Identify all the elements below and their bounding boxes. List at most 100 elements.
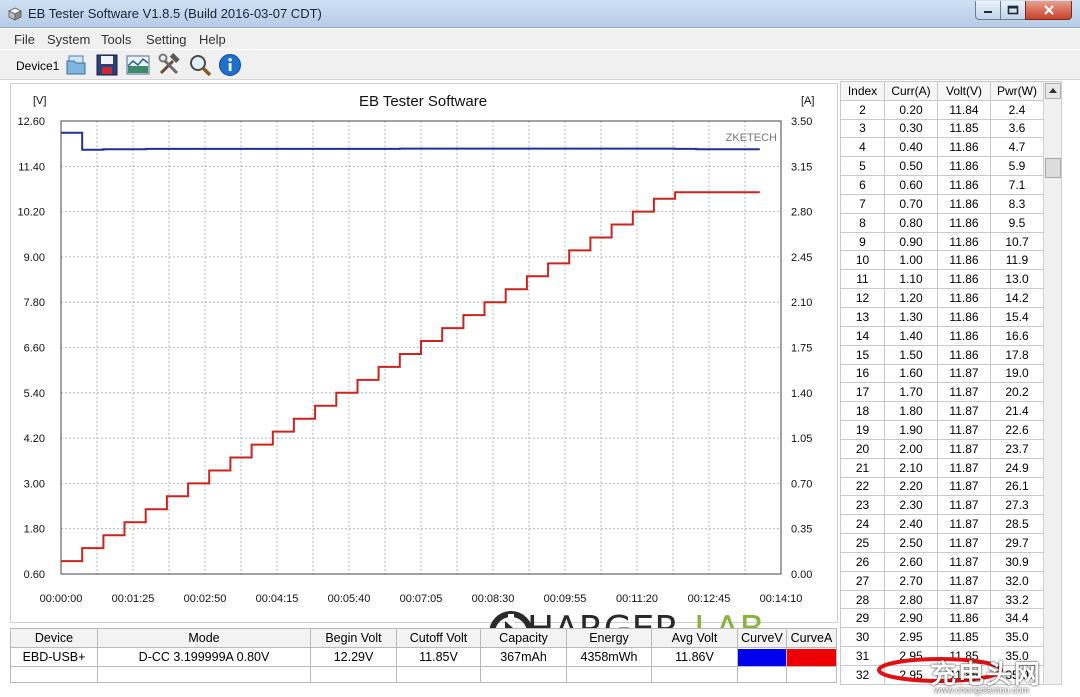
scroll-thumb[interactable] xyxy=(1045,158,1061,178)
curve-v-color-swatch[interactable] xyxy=(737,647,787,667)
table-row[interactable]: 21 2.10 11.87 24.9 xyxy=(840,457,1044,478)
cell-index: 6 xyxy=(840,175,885,195)
x-tick-label: 00:07:05 xyxy=(400,593,443,605)
table-row[interactable]: 20 2.00 11.87 23.7 xyxy=(840,438,1044,459)
open-folder-icon[interactable] xyxy=(64,53,88,77)
menu-tools[interactable]: Tools xyxy=(101,32,132,47)
title-bar[interactable]: EB Tester Software V1.8.5 (Build 2016-03… xyxy=(0,0,1080,28)
y-left-tick-label: 4.20 xyxy=(24,433,45,445)
cell-current: 1.20 xyxy=(884,288,938,308)
chart-image-icon[interactable] xyxy=(126,53,150,77)
save-disk-icon[interactable] xyxy=(95,53,119,77)
cell-index: 11 xyxy=(840,269,885,290)
table-scrollbar[interactable] xyxy=(1043,81,1062,685)
cell-index: 19 xyxy=(840,420,885,440)
menu-setting[interactable]: Setting xyxy=(146,32,187,47)
app-icon xyxy=(8,7,22,21)
table-row[interactable]: 17 1.70 11.87 20.2 xyxy=(840,382,1044,403)
cell-current: 1.80 xyxy=(884,401,938,422)
cell-current: 0.40 xyxy=(884,137,938,158)
table-row[interactable]: 16 1.60 11.87 19.0 xyxy=(840,363,1044,384)
table-row[interactable]: 11 1.10 11.86 13.0 xyxy=(840,269,1044,290)
table-row[interactable]: 10 1.00 11.86 11.9 xyxy=(840,250,1044,271)
summary-header-begin-volt: Begin Volt xyxy=(310,628,397,648)
table-row[interactable]: 9 0.90 11.86 10.7 xyxy=(840,231,1044,252)
table-row[interactable]: 3 0.30 11.85 3.6 xyxy=(840,118,1044,139)
menu-file[interactable]: File xyxy=(14,32,35,47)
table-row[interactable]: 23 2.30 11.87 27.3 xyxy=(840,495,1044,516)
cell-power: 34.4 xyxy=(990,608,1044,629)
column-header-voltage[interactable]: Volt(V) xyxy=(937,81,991,101)
cell-power: 11.9 xyxy=(990,250,1044,271)
table-row[interactable]: 26 2.60 11.87 30.9 xyxy=(840,551,1044,572)
x-tick-label: 00:04:15 xyxy=(256,593,299,605)
summary-device: EBD-USB+ xyxy=(10,647,98,667)
table-row[interactable]: 18 1.80 11.87 21.4 xyxy=(840,401,1044,422)
cell-power: 32.0 xyxy=(990,570,1044,591)
cell-index: 25 xyxy=(840,533,885,553)
series-line-curvev xyxy=(61,131,760,151)
cell-voltage: 11.86 xyxy=(937,344,991,365)
table-row[interactable]: 25 2.50 11.87 29.7 xyxy=(840,533,1044,553)
cell-index: 14 xyxy=(840,325,885,346)
table-row[interactable]: 29 2.90 11.86 34.4 xyxy=(840,608,1044,629)
y-right-tick-label: 0.35 xyxy=(791,524,812,536)
column-header-power[interactable]: Pwr(W) xyxy=(990,81,1044,101)
plot-frame xyxy=(60,120,782,575)
table-row[interactable]: 13 1.30 11.86 15.4 xyxy=(840,306,1044,327)
cell-index: 21 xyxy=(840,457,885,478)
table-row[interactable]: 8 0.80 11.86 9.5 xyxy=(840,212,1044,233)
table-row[interactable]: 4 0.40 11.86 4.7 xyxy=(840,137,1044,158)
cell-index: 22 xyxy=(840,476,885,497)
table-row[interactable]: 19 1.90 11.87 22.6 xyxy=(840,420,1044,440)
menu-system[interactable]: System xyxy=(47,32,91,47)
summary-table: Device Mode Begin Volt Cutoff Volt Capac… xyxy=(10,628,837,683)
x-tick-label: 00:05:40 xyxy=(328,593,371,605)
table-row[interactable]: 7 0.70 11.86 8.3 xyxy=(840,193,1044,214)
table-row[interactable]: 6 0.60 11.86 7.1 xyxy=(840,175,1044,195)
minimize-button[interactable] xyxy=(975,1,1001,20)
cell-power: 20.2 xyxy=(990,382,1044,403)
scroll-up-button[interactable] xyxy=(1045,83,1061,99)
cell-power: 21.4 xyxy=(990,401,1044,422)
tools-icon[interactable] xyxy=(157,53,181,77)
badge-text: 充电头网 xyxy=(930,660,1043,690)
summary-empty-cell xyxy=(786,666,837,683)
info-icon[interactable] xyxy=(218,53,242,77)
maximize-button[interactable] xyxy=(1000,1,1026,20)
minimize-icon xyxy=(984,11,992,13)
axis-ticks: 12.60 11.40 10.20 9.00 7.80 6.60 5.40 4.20 3.00 1… xyxy=(17,116,812,605)
table-row[interactable]: 24 2.40 11.87 28.5 xyxy=(840,514,1044,535)
y-left-tick-label: 3.00 xyxy=(24,478,45,490)
table-row[interactable]: 22 2.20 11.87 26.1 xyxy=(840,476,1044,497)
close-button[interactable] xyxy=(1025,1,1072,20)
cell-index: 29 xyxy=(840,608,885,629)
cell-voltage: 11.86 xyxy=(937,175,991,195)
column-header-current[interactable]: Curr(A) xyxy=(884,81,938,101)
table-row[interactable]: 30 2.95 11.85 35.0 xyxy=(840,627,1044,648)
y-left-tick-label: 6.60 xyxy=(24,343,45,355)
table-row[interactable]: 27 2.70 11.87 32.0 xyxy=(840,570,1044,591)
device-selector[interactable]: Device1 xyxy=(16,59,60,73)
table-row[interactable]: 15 1.50 11.86 17.8 xyxy=(840,344,1044,365)
cell-power: 7.1 xyxy=(990,175,1044,195)
y-left-tick-label: 5.40 xyxy=(24,388,45,400)
search-icon[interactable] xyxy=(188,53,212,77)
y-right-tick-label: 3.50 xyxy=(791,116,812,128)
site-badge: 充电头网 www.chongdiantou.com xyxy=(870,652,1080,697)
curve-a-color-swatch[interactable] xyxy=(786,647,837,667)
summary-header-cutoff-volt: Cutoff Volt xyxy=(396,628,481,648)
menu-help[interactable]: Help xyxy=(199,32,226,47)
y-right-tick-label: 0.70 xyxy=(791,478,812,490)
cell-power: 15.4 xyxy=(990,306,1044,327)
column-header-index[interactable]: Index xyxy=(840,81,885,101)
cell-voltage: 11.86 xyxy=(937,250,991,271)
table-row[interactable]: 14 1.40 11.86 16.6 xyxy=(840,325,1044,346)
cell-voltage: 11.87 xyxy=(937,570,991,591)
cell-voltage: 11.84 xyxy=(937,99,991,120)
table-row[interactable]: 5 0.50 11.86 5.9 xyxy=(840,156,1044,177)
cell-index: 28 xyxy=(840,589,885,610)
table-row[interactable]: 12 1.20 11.86 14.2 xyxy=(840,288,1044,308)
table-row[interactable]: 2 0.20 11.84 2.4 xyxy=(840,99,1044,120)
table-row[interactable]: 28 2.80 11.87 33.2 xyxy=(840,589,1044,610)
